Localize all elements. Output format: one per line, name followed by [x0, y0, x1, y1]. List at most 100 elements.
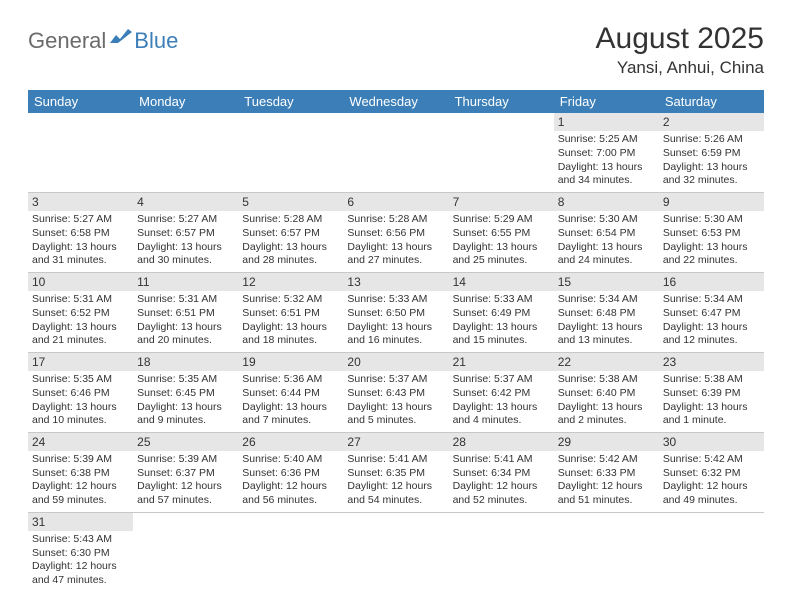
daylight-text: Daylight: 13 hours and 4 minutes. — [453, 401, 550, 428]
calendar-cell — [449, 113, 554, 192]
sunrise-text: Sunrise: 5:41 AM — [453, 453, 550, 467]
sunrise-text: Sunrise: 5:31 AM — [32, 293, 129, 307]
daylight-text: Daylight: 13 hours and 7 minutes. — [242, 401, 339, 428]
day-info: Sunrise: 5:37 AMSunset: 6:42 PMDaylight:… — [449, 371, 554, 432]
day-header: Friday — [554, 90, 659, 113]
day-number: 20 — [343, 353, 448, 371]
day-number: 4 — [133, 193, 238, 211]
calendar-cell: 21Sunrise: 5:37 AMSunset: 6:42 PMDayligh… — [449, 352, 554, 432]
calendar-cell: 1Sunrise: 5:25 AMSunset: 7:00 PMDaylight… — [554, 113, 659, 192]
calendar-cell — [133, 113, 238, 192]
sunset-text: Sunset: 6:37 PM — [137, 467, 234, 481]
day-number: 7 — [449, 193, 554, 211]
sunset-text: Sunset: 6:40 PM — [558, 387, 655, 401]
daylight-text: Daylight: 12 hours and 52 minutes. — [453, 480, 550, 507]
day-info: Sunrise: 5:36 AMSunset: 6:44 PMDaylight:… — [238, 371, 343, 432]
calendar-cell: 7Sunrise: 5:29 AMSunset: 6:55 PMDaylight… — [449, 192, 554, 272]
day-info: Sunrise: 5:32 AMSunset: 6:51 PMDaylight:… — [238, 291, 343, 352]
day-number: 15 — [554, 273, 659, 291]
day-number: 1 — [554, 113, 659, 131]
day-number: 29 — [554, 433, 659, 451]
calendar-cell: 23Sunrise: 5:38 AMSunset: 6:39 PMDayligh… — [659, 352, 764, 432]
sunrise-text: Sunrise: 5:31 AM — [137, 293, 234, 307]
day-number: 30 — [659, 433, 764, 451]
day-number — [238, 113, 343, 117]
sunset-text: Sunset: 6:49 PM — [453, 307, 550, 321]
logo-text-blue: Blue — [134, 28, 178, 54]
title-block: August 2025 Yansi, Anhui, China — [596, 22, 764, 78]
calendar-cell — [28, 113, 133, 192]
logo: General Blue — [28, 28, 178, 54]
calendar-cell — [659, 512, 764, 591]
day-number: 28 — [449, 433, 554, 451]
calendar-cell: 29Sunrise: 5:42 AMSunset: 6:33 PMDayligh… — [554, 432, 659, 512]
sunset-text: Sunset: 6:45 PM — [137, 387, 234, 401]
day-number: 6 — [343, 193, 448, 211]
sunrise-text: Sunrise: 5:36 AM — [242, 373, 339, 387]
day-number: 21 — [449, 353, 554, 371]
calendar-row: 10Sunrise: 5:31 AMSunset: 6:52 PMDayligh… — [28, 272, 764, 352]
sunrise-text: Sunrise: 5:27 AM — [137, 213, 234, 227]
day-number — [659, 513, 764, 517]
day-info: Sunrise: 5:31 AMSunset: 6:52 PMDaylight:… — [28, 291, 133, 352]
calendar-cell: 25Sunrise: 5:39 AMSunset: 6:37 PMDayligh… — [133, 432, 238, 512]
calendar-cell: 31Sunrise: 5:43 AMSunset: 6:30 PMDayligh… — [28, 512, 133, 591]
day-info: Sunrise: 5:33 AMSunset: 6:50 PMDaylight:… — [343, 291, 448, 352]
day-number — [449, 513, 554, 517]
sunrise-text: Sunrise: 5:40 AM — [242, 453, 339, 467]
sunset-text: Sunset: 6:42 PM — [453, 387, 550, 401]
calendar-cell: 18Sunrise: 5:35 AMSunset: 6:45 PMDayligh… — [133, 352, 238, 432]
day-header: Wednesday — [343, 90, 448, 113]
daylight-text: Daylight: 12 hours and 59 minutes. — [32, 480, 129, 507]
day-info: Sunrise: 5:41 AMSunset: 6:35 PMDaylight:… — [343, 451, 448, 512]
day-header: Thursday — [449, 90, 554, 113]
daylight-text: Daylight: 13 hours and 31 minutes. — [32, 241, 129, 268]
sunset-text: Sunset: 6:36 PM — [242, 467, 339, 481]
calendar-row: 17Sunrise: 5:35 AMSunset: 6:46 PMDayligh… — [28, 352, 764, 432]
day-number: 12 — [238, 273, 343, 291]
day-number: 14 — [449, 273, 554, 291]
day-info: Sunrise: 5:39 AMSunset: 6:37 PMDaylight:… — [133, 451, 238, 512]
daylight-text: Daylight: 13 hours and 16 minutes. — [347, 321, 444, 348]
day-info: Sunrise: 5:43 AMSunset: 6:30 PMDaylight:… — [28, 531, 133, 592]
sunrise-text: Sunrise: 5:28 AM — [242, 213, 339, 227]
day-info: Sunrise: 5:34 AMSunset: 6:48 PMDaylight:… — [554, 291, 659, 352]
day-number: 9 — [659, 193, 764, 211]
calendar-row: 3Sunrise: 5:27 AMSunset: 6:58 PMDaylight… — [28, 192, 764, 272]
daylight-text: Daylight: 12 hours and 51 minutes. — [558, 480, 655, 507]
daylight-text: Daylight: 12 hours and 49 minutes. — [663, 480, 760, 507]
day-number: 8 — [554, 193, 659, 211]
sunset-text: Sunset: 6:39 PM — [663, 387, 760, 401]
calendar-cell — [343, 512, 448, 591]
day-info: Sunrise: 5:26 AMSunset: 6:59 PMDaylight:… — [659, 131, 764, 192]
daylight-text: Daylight: 13 hours and 24 minutes. — [558, 241, 655, 268]
daylight-text: Daylight: 13 hours and 1 minute. — [663, 401, 760, 428]
calendar-cell: 10Sunrise: 5:31 AMSunset: 6:52 PMDayligh… — [28, 272, 133, 352]
daylight-text: Daylight: 13 hours and 22 minutes. — [663, 241, 760, 268]
sunset-text: Sunset: 6:57 PM — [242, 227, 339, 241]
location: Yansi, Anhui, China — [596, 58, 764, 78]
day-info: Sunrise: 5:28 AMSunset: 6:57 PMDaylight:… — [238, 211, 343, 272]
sunrise-text: Sunrise: 5:30 AM — [663, 213, 760, 227]
calendar-cell: 27Sunrise: 5:41 AMSunset: 6:35 PMDayligh… — [343, 432, 448, 512]
daylight-text: Daylight: 12 hours and 57 minutes. — [137, 480, 234, 507]
daylight-text: Daylight: 12 hours and 54 minutes. — [347, 480, 444, 507]
day-info: Sunrise: 5:42 AMSunset: 6:32 PMDaylight:… — [659, 451, 764, 512]
sunset-text: Sunset: 6:30 PM — [32, 547, 129, 561]
day-info: Sunrise: 5:35 AMSunset: 6:46 PMDaylight:… — [28, 371, 133, 432]
sunset-text: Sunset: 6:51 PM — [137, 307, 234, 321]
sunset-text: Sunset: 6:55 PM — [453, 227, 550, 241]
daylight-text: Daylight: 13 hours and 9 minutes. — [137, 401, 234, 428]
day-number: 13 — [343, 273, 448, 291]
day-info: Sunrise: 5:34 AMSunset: 6:47 PMDaylight:… — [659, 291, 764, 352]
day-number: 5 — [238, 193, 343, 211]
day-number: 31 — [28, 513, 133, 531]
page: General Blue August 2025 Yansi, Anhui, C… — [0, 0, 792, 614]
daylight-text: Daylight: 13 hours and 32 minutes. — [663, 161, 760, 188]
calendar-cell: 24Sunrise: 5:39 AMSunset: 6:38 PMDayligh… — [28, 432, 133, 512]
calendar-cell: 19Sunrise: 5:36 AMSunset: 6:44 PMDayligh… — [238, 352, 343, 432]
day-info: Sunrise: 5:28 AMSunset: 6:56 PMDaylight:… — [343, 211, 448, 272]
day-header: Tuesday — [238, 90, 343, 113]
day-info: Sunrise: 5:30 AMSunset: 6:54 PMDaylight:… — [554, 211, 659, 272]
daylight-text: Daylight: 13 hours and 13 minutes. — [558, 321, 655, 348]
